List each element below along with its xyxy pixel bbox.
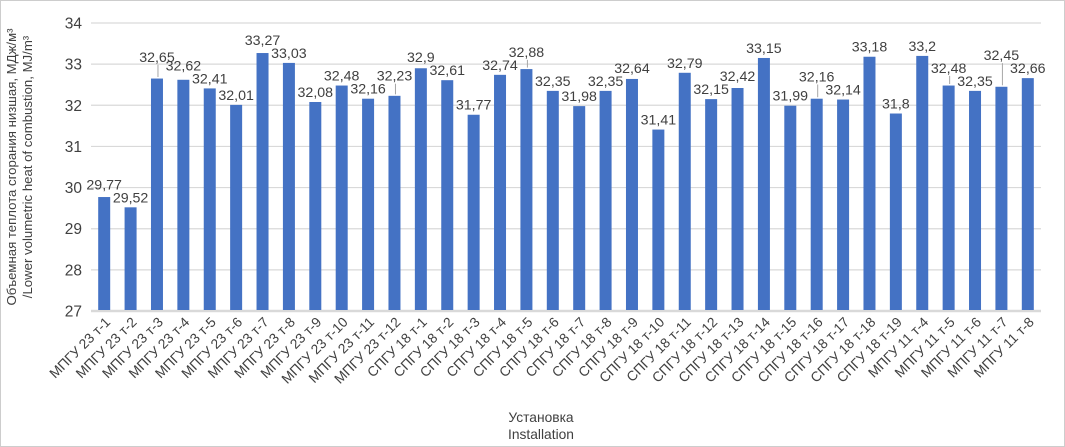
value-label: 33,27 bbox=[245, 33, 281, 49]
x-axis-title: Установка bbox=[508, 410, 574, 425]
bar bbox=[494, 74, 507, 310]
value-label: 33,15 bbox=[746, 41, 782, 57]
value-label: 32,41 bbox=[192, 71, 228, 87]
value-label: 32,65 bbox=[139, 50, 175, 66]
bar bbox=[1021, 78, 1034, 310]
bar bbox=[652, 129, 665, 310]
value-label: 32,45 bbox=[984, 48, 1020, 64]
y-tick-label: 30 bbox=[65, 180, 83, 197]
value-label: 32,48 bbox=[324, 69, 360, 85]
value-label: 32,61 bbox=[429, 63, 465, 79]
value-label: 29,52 bbox=[113, 190, 149, 206]
value-label: 32,14 bbox=[825, 83, 861, 99]
bar bbox=[467, 114, 480, 311]
value-label: 32,16 bbox=[799, 70, 835, 86]
bar bbox=[625, 78, 638, 310]
bar bbox=[837, 99, 850, 310]
value-label: 32,74 bbox=[482, 58, 518, 74]
x-axis-title: Installation bbox=[508, 427, 574, 442]
y-axis-title: /Lower volumetric heat of combustion, MJ… bbox=[20, 35, 35, 298]
value-label: 29,77 bbox=[86, 177, 122, 193]
bar bbox=[995, 86, 1008, 311]
value-label: 32,79 bbox=[667, 56, 703, 72]
value-label: 32,23 bbox=[377, 69, 413, 85]
bar bbox=[362, 98, 375, 311]
bar bbox=[256, 53, 269, 310]
value-label: 32,16 bbox=[350, 82, 386, 98]
bar bbox=[388, 95, 401, 310]
y-tick-label: 32 bbox=[65, 98, 82, 115]
bar bbox=[969, 90, 982, 310]
value-label: 32,88 bbox=[509, 45, 545, 61]
value-label: 32,15 bbox=[693, 82, 729, 98]
value-label: 31,77 bbox=[456, 98, 492, 114]
value-label: 32,64 bbox=[614, 61, 650, 77]
value-label: 31,8 bbox=[882, 97, 910, 113]
bar bbox=[942, 85, 955, 310]
bar bbox=[230, 104, 243, 310]
bar bbox=[678, 72, 691, 310]
bar bbox=[705, 99, 718, 310]
value-label: 32,35 bbox=[957, 74, 993, 90]
y-tick-label: 28 bbox=[65, 262, 82, 279]
y-tick-label: 27 bbox=[65, 304, 82, 321]
bar bbox=[784, 105, 797, 310]
y-tick-label: 31 bbox=[65, 139, 82, 156]
value-label: 33,2 bbox=[908, 39, 936, 55]
value-label: 31,98 bbox=[561, 89, 597, 105]
value-label: 32,62 bbox=[166, 58, 202, 74]
bar bbox=[757, 57, 770, 310]
bar bbox=[98, 197, 111, 310]
bar bbox=[203, 88, 216, 310]
bar bbox=[810, 98, 823, 311]
value-label: 33,03 bbox=[271, 46, 307, 62]
bar bbox=[282, 62, 295, 311]
bar bbox=[124, 207, 137, 310]
bar bbox=[599, 90, 612, 310]
value-label: 32,42 bbox=[720, 69, 756, 85]
bar bbox=[441, 80, 454, 310]
bar bbox=[573, 106, 586, 310]
y-axis-title: Объемная теплота сгорания низшая, МДж/м³ bbox=[4, 28, 19, 306]
bar bbox=[177, 79, 190, 310]
value-label: 31,41 bbox=[641, 113, 677, 129]
bar bbox=[863, 56, 876, 310]
bar bbox=[335, 85, 348, 310]
value-label: 32,9 bbox=[407, 50, 435, 66]
value-label: 31,99 bbox=[773, 89, 809, 105]
y-tick-label: 29 bbox=[65, 221, 82, 238]
bar bbox=[309, 101, 322, 310]
y-tick-label: 34 bbox=[65, 16, 83, 33]
value-label: 32,35 bbox=[535, 74, 571, 90]
bar bbox=[889, 113, 902, 310]
bar bbox=[546, 90, 559, 310]
y-tick-label: 33 bbox=[65, 57, 82, 74]
bar bbox=[414, 68, 427, 310]
value-label: 32,66 bbox=[1010, 61, 1046, 77]
bar bbox=[520, 69, 533, 310]
value-label: 32,01 bbox=[218, 88, 254, 104]
value-label: 32,48 bbox=[931, 61, 967, 77]
bar bbox=[731, 88, 744, 311]
bar bbox=[150, 78, 163, 311]
value-label: 33,18 bbox=[852, 40, 888, 56]
value-label: 32,08 bbox=[298, 85, 334, 101]
value-label: 32,35 bbox=[588, 74, 624, 90]
bar bbox=[916, 55, 929, 310]
